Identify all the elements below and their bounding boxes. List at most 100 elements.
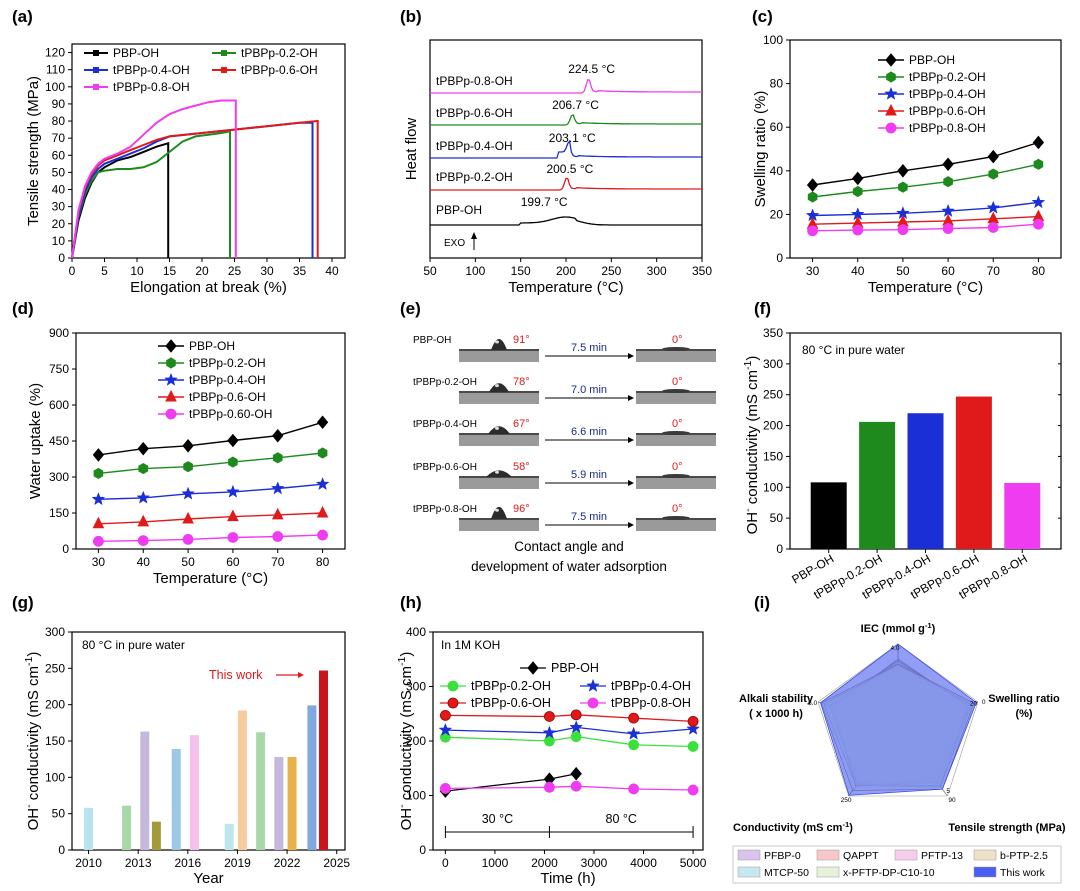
y-tick-label: 90 [52, 97, 66, 111]
bar [84, 807, 94, 850]
panel-caption: Contact angle and [514, 539, 624, 554]
data-point [987, 211, 1000, 224]
data-point [628, 712, 640, 724]
series-line [71, 121, 314, 259]
y-tick-label: 0 [62, 542, 69, 556]
y-axis-title: Water uptake (%) [27, 383, 44, 499]
x-tick-label: 0 [69, 264, 76, 278]
data-point [586, 678, 600, 692]
x-axis-title: Elongation at break (%) [130, 279, 287, 296]
x-tick-label: 2000 [531, 856, 558, 870]
plot-frame [789, 39, 1062, 259]
data-point [165, 389, 177, 402]
radar-scale-label: 4.0 [890, 645, 899, 652]
y-tick-label: 110 [46, 63, 65, 77]
bar [140, 731, 150, 850]
droplet-highlight [495, 508, 499, 512]
x-tick-label: 0 [442, 856, 449, 870]
legend-label: QAPPT [843, 850, 879, 862]
data-point [686, 721, 700, 735]
data-point [987, 149, 999, 164]
legend-label: tPBPp-0.2-OH [189, 356, 266, 370]
data-point [315, 476, 330, 491]
x-tick-label: 2025 [323, 856, 350, 870]
exo-label: EXO [444, 238, 465, 249]
y-axis-title: Tensile strength (MPa) [25, 76, 42, 226]
y-tick-label: 100 [406, 789, 426, 803]
data-point [807, 225, 818, 237]
x-axis-title: Year [193, 870, 223, 887]
y-tick-label: 10 [52, 234, 66, 248]
y-axis-title: OH- conductivity (mS cm-1) [396, 652, 415, 831]
radar-scale-label: 6.0 [808, 700, 817, 707]
peak-label: 199.7 °C [521, 195, 568, 209]
data-point [270, 481, 285, 495]
text-span: -1 [23, 656, 35, 665]
radar-axis-label: Conductivity (mS cm-1) [733, 820, 853, 835]
radar-axis-label: Tensile strength (MPa) [948, 822, 1065, 834]
y-tick-label: 0 [58, 251, 65, 265]
radar-axis-label: Swelling ratio [988, 693, 1060, 705]
series-line [71, 141, 170, 259]
legend-label: tPBPp-0.8-OH [113, 80, 190, 94]
water-droplet [486, 470, 512, 477]
y-tick-label: 400 [406, 625, 426, 639]
y-tick-label: 200 [406, 734, 426, 748]
data-point [165, 408, 177, 420]
panel-d: 30 40 50 60 70 80 0 150 300 450 600 750 900 PBP-OH tPB… [27, 326, 346, 587]
legend-swatch [816, 849, 840, 861]
series-line [445, 714, 694, 723]
data-point [227, 433, 239, 448]
data-point [806, 178, 819, 192]
x-tick-label: 10 [130, 264, 144, 278]
data-point [570, 766, 582, 781]
x-tick-label: 350 [692, 264, 712, 278]
photo-substrate [636, 477, 716, 489]
data-point [626, 726, 641, 740]
photo-substrate [636, 350, 716, 362]
bar [955, 396, 992, 549]
legend-swatch [973, 866, 997, 878]
y-tick-label: 150 [49, 506, 69, 520]
y-tick-label: 0 [776, 251, 783, 265]
y-tick-label: 70 [52, 131, 66, 145]
plot-frame [71, 43, 346, 259]
y-axis-title: OH- conductivity (mS cm-1) [742, 356, 761, 535]
series-line [71, 99, 237, 259]
data-point [852, 171, 864, 186]
photo-substrate [636, 519, 716, 531]
panel-label: (i) [754, 593, 770, 612]
x-tick-label: 5 [101, 264, 108, 278]
x-tick-label: 4000 [630, 856, 657, 870]
x-tick-label: 50 [181, 555, 195, 569]
bar [907, 413, 944, 549]
radar-scale-label: 250 [841, 797, 852, 804]
x-tick-label: 200 [556, 264, 576, 278]
panel-f: 050100150200250300350PBP-OHtPBPp-0.2-OHt… [742, 326, 1062, 602]
series-line [445, 726, 694, 735]
text-span: -1 [842, 820, 850, 829]
data-point [897, 224, 909, 236]
legend-marker [221, 50, 227, 56]
plot-frame [71, 631, 346, 851]
legend-label: PBP-OH [909, 53, 955, 67]
series-line [812, 223, 1039, 232]
data-point [544, 781, 555, 793]
text-span: Swelling ratio (%) [752, 91, 769, 208]
data-point [807, 191, 818, 203]
text-span: OH [398, 808, 415, 831]
photo-substrate [636, 434, 716, 446]
y-tick-label: 50 [52, 807, 66, 821]
series-line [98, 452, 323, 475]
data-point [137, 514, 150, 527]
series-line [430, 139, 702, 159]
x-tick-label: 150 [511, 264, 531, 278]
water-film [662, 516, 690, 520]
legend-label: tPBPp-0.4-OH [189, 373, 266, 387]
photo-substrate [459, 350, 539, 362]
data-point [227, 509, 239, 522]
y-tick-label: 60 [52, 148, 66, 162]
text-span: ) [744, 356, 761, 361]
x-tick-label: 80 [316, 555, 330, 569]
x-tick-label: 50 [896, 264, 910, 278]
